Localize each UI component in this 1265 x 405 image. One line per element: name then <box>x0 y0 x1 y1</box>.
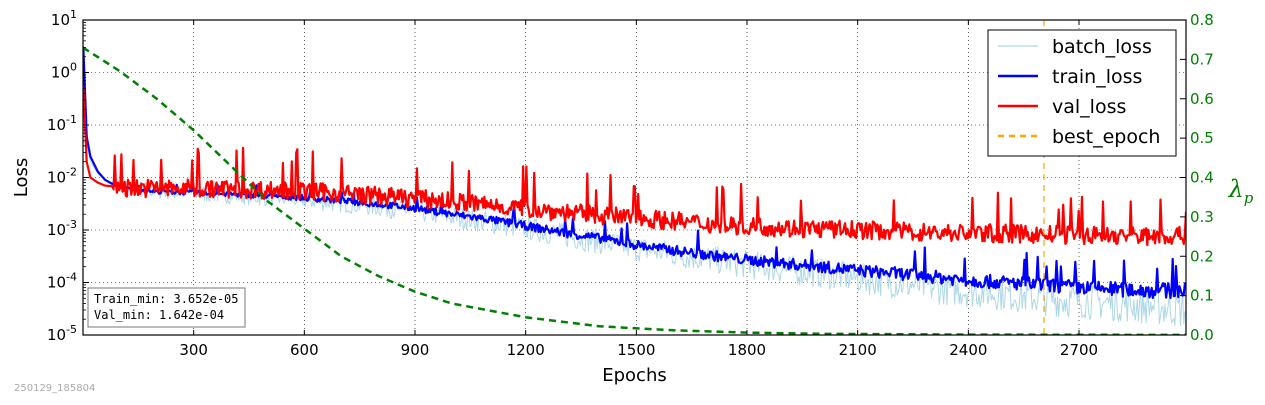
y2-tick-label: 0.0 <box>1190 326 1214 344</box>
y2-tick-label: 0.4 <box>1190 169 1214 187</box>
y-tick-label: 10-1 <box>47 113 77 134</box>
series-val-loss <box>83 88 1186 247</box>
x-tick-label: 1500 <box>617 341 655 359</box>
legend-label: batch_loss <box>1052 36 1152 58</box>
x-tick-label: 300 <box>179 341 208 359</box>
y2-tick-label: 0.7 <box>1190 50 1214 68</box>
annotation-line: Train_min: 3.652e-05 <box>94 292 239 306</box>
y2-axis-label: λp <box>1228 175 1254 207</box>
legend-label: best_epoch <box>1052 126 1160 148</box>
y2-tick-label: 0.5 <box>1190 129 1214 147</box>
y2-tick-label: 0.8 <box>1190 11 1214 29</box>
x-tick-label: 2100 <box>839 341 877 359</box>
x-axis-label: Epochs <box>602 365 667 386</box>
y2-tick-label: 0.3 <box>1190 208 1214 226</box>
annotation-line: Val_min: 1.642e-04 <box>94 308 224 322</box>
annotation-box <box>87 287 246 328</box>
y-tick-label: 10-4 <box>47 271 77 292</box>
x-tick-label: 900 <box>401 341 430 359</box>
series-layer <box>83 20 1186 335</box>
series-lambda-p <box>83 46 1186 335</box>
timestamp-footer: 250129_185804 <box>14 383 96 394</box>
min-loss-annotation: Train_min: 3.652e-05 Val_min: 1.642e-04 <box>87 287 246 328</box>
x-tick-label: 1200 <box>507 341 545 359</box>
legend-label: val_loss <box>1052 96 1126 118</box>
y-axis-label: Loss <box>11 158 32 197</box>
y-tick-label: 10-5 <box>47 323 77 344</box>
y-tick-label: 10-3 <box>47 218 77 239</box>
x-tick-label: 1800 <box>728 341 766 359</box>
x-tick-label: 600 <box>290 341 319 359</box>
y-tick-label: 101 <box>51 8 77 29</box>
y2-tick-label: 0.2 <box>1190 247 1214 265</box>
x-tick-label: 2400 <box>949 341 987 359</box>
y2-tick-label: 0.1 <box>1190 287 1214 305</box>
y-tick-label: 10-2 <box>47 166 77 187</box>
legend: batch_loss train_loss val_loss best_epoch <box>987 29 1177 157</box>
axis-ticks: 300 600 900 1200 1500 1800 2100 2400 2700 10-5 10-… <box>47 8 1214 359</box>
legend-label: train_loss <box>1052 66 1142 88</box>
y-tick-label: 100 <box>51 61 77 82</box>
y2-tick-label: 0.6 <box>1190 90 1214 108</box>
x-tick-label: 2700 <box>1060 341 1098 359</box>
legend-box <box>987 29 1177 157</box>
